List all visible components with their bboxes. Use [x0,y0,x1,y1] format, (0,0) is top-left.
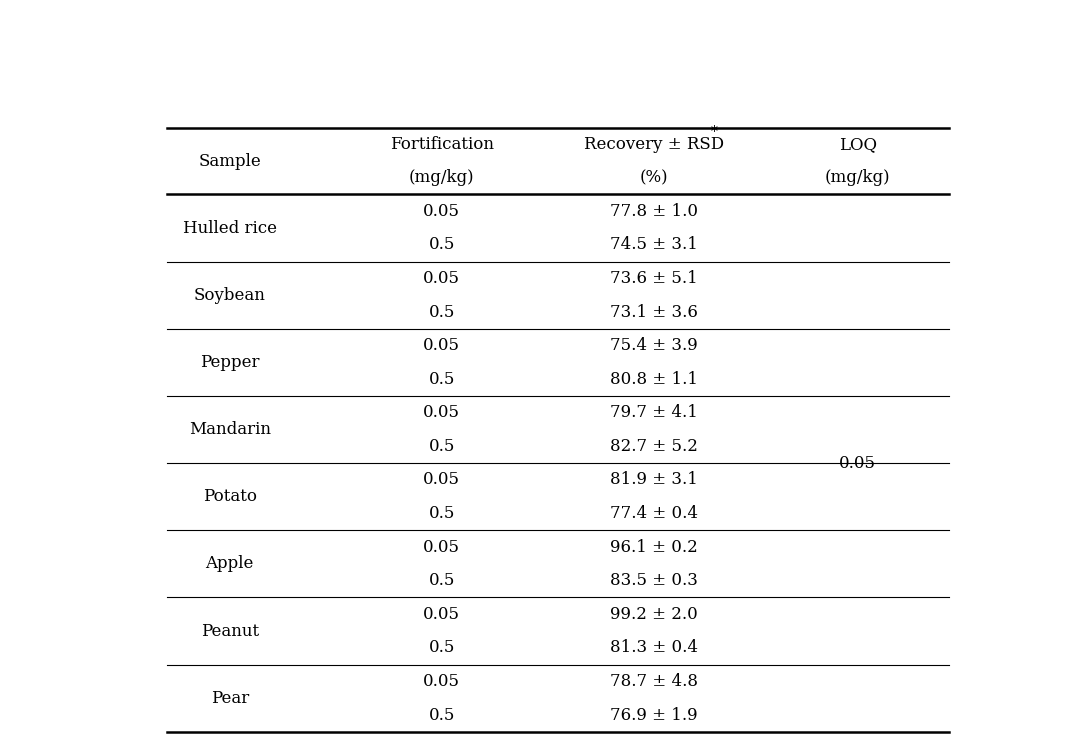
Text: Fortification: Fortification [389,136,494,153]
Text: Pepper: Pepper [200,354,260,371]
Text: Pear: Pear [210,690,249,707]
Text: Mandarin: Mandarin [189,421,270,438]
Text: 0.5: 0.5 [428,639,455,656]
Text: 83.5 ± 0.3: 83.5 ± 0.3 [609,572,697,589]
Text: 96.1 ± 0.2: 96.1 ± 0.2 [609,538,697,556]
Text: 82.7 ± 5.2: 82.7 ± 5.2 [609,438,697,455]
Text: 74.5 ± 3.1: 74.5 ± 3.1 [609,236,697,253]
Text: 99.2 ± 2.0: 99.2 ± 2.0 [609,606,697,623]
Text: Recovery ± RSD: Recovery ± RSD [584,136,724,153]
Text: 0.5: 0.5 [428,572,455,589]
Text: 0.05: 0.05 [424,337,460,354]
Text: Peanut: Peanut [201,623,259,639]
Text: 79.7 ± 4.1: 79.7 ± 4.1 [609,405,697,421]
Text: 77.8 ± 1.0: 77.8 ± 1.0 [609,203,697,220]
Text: (%): (%) [640,169,668,186]
Text: LOQ: LOQ [839,136,877,153]
Text: Hulled rice: Hulled rice [182,220,277,237]
Text: 0.5: 0.5 [428,304,455,320]
Text: 0.5: 0.5 [428,707,455,723]
Text: 81.9 ± 3.1: 81.9 ± 3.1 [609,472,697,489]
Text: (mg/kg): (mg/kg) [825,169,891,186]
Text: 0.5: 0.5 [428,236,455,253]
Text: 80.8 ± 1.1: 80.8 ± 1.1 [609,371,697,388]
Text: 0.05: 0.05 [424,270,460,287]
Text: 0.5: 0.5 [428,438,455,455]
Text: 0.05: 0.05 [424,606,460,623]
Text: 0.5: 0.5 [428,371,455,388]
Text: 73.6 ± 5.1: 73.6 ± 5.1 [609,270,697,287]
Text: 0.05: 0.05 [424,538,460,556]
Text: 76.9 ± 1.9: 76.9 ± 1.9 [611,707,697,723]
Text: 78.7 ± 4.8: 78.7 ± 4.8 [609,673,697,690]
Text: 0.05: 0.05 [424,405,460,421]
Text: 77.4 ± 0.4: 77.4 ± 0.4 [609,505,697,522]
Text: 73.1 ± 3.6: 73.1 ± 3.6 [609,304,697,320]
Text: 81.3 ± 0.4: 81.3 ± 0.4 [609,639,697,656]
Text: 0.05: 0.05 [424,472,460,489]
Text: 0.05: 0.05 [424,673,460,690]
Text: 75.4 ± 3.9: 75.4 ± 3.9 [609,337,697,354]
Text: Soybean: Soybean [194,287,266,304]
Text: Apple: Apple [206,556,254,572]
Text: (mg/kg): (mg/kg) [409,169,474,186]
Text: *: * [711,126,718,139]
Text: 0.05: 0.05 [424,203,460,220]
Text: 0.05: 0.05 [839,455,876,472]
Text: 0.5: 0.5 [428,505,455,522]
Text: Potato: Potato [203,488,256,505]
Text: Sample: Sample [199,153,261,170]
